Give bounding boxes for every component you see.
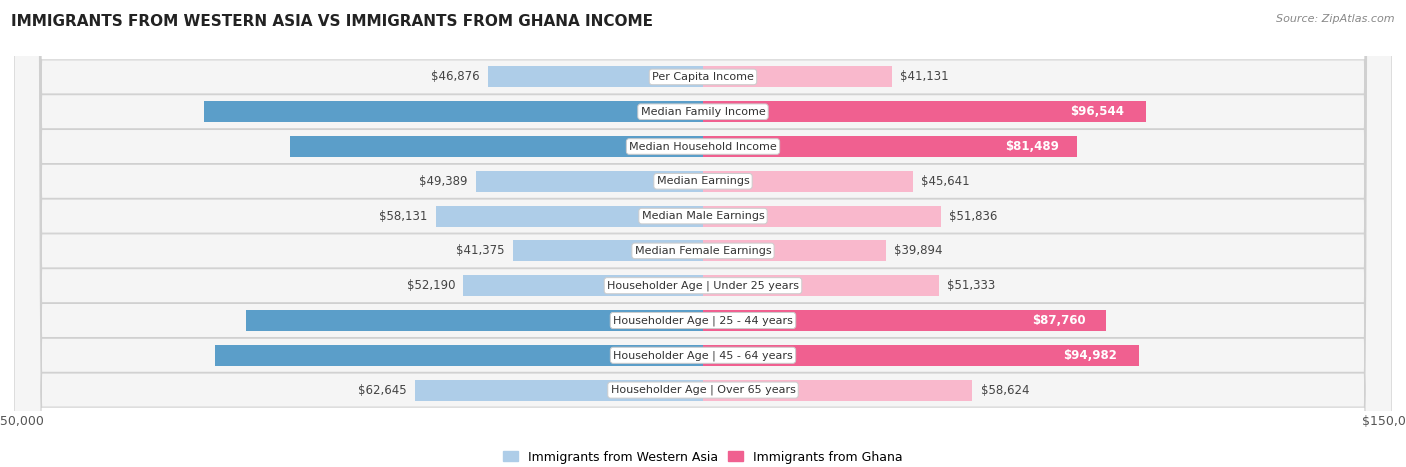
Text: $99,516: $99,516 [681, 314, 734, 327]
FancyBboxPatch shape [14, 0, 1392, 467]
Bar [703, 241, 886, 262]
Text: Householder Age | Over 65 years: Householder Age | Over 65 years [610, 385, 796, 396]
Text: $51,836: $51,836 [949, 210, 998, 223]
Bar [488, 66, 703, 87]
Text: $41,375: $41,375 [456, 244, 505, 257]
Bar [290, 136, 703, 157]
Text: $39,894: $39,894 [894, 244, 943, 257]
Bar [703, 345, 1139, 366]
Text: Householder Age | 25 - 44 years: Householder Age | 25 - 44 years [613, 315, 793, 326]
Bar [477, 171, 703, 192]
FancyBboxPatch shape [14, 0, 1392, 467]
Bar [703, 171, 912, 192]
FancyBboxPatch shape [14, 0, 1392, 467]
Text: Median Male Earnings: Median Male Earnings [641, 211, 765, 221]
Legend: Immigrants from Western Asia, Immigrants from Ghana: Immigrants from Western Asia, Immigrants… [498, 446, 908, 467]
Text: Median Family Income: Median Family Income [641, 107, 765, 117]
Bar [703, 136, 1077, 157]
FancyBboxPatch shape [14, 0, 1392, 467]
Bar [464, 275, 703, 296]
Text: $96,544: $96,544 [1070, 105, 1125, 118]
Text: $108,691: $108,691 [678, 105, 740, 118]
Bar [703, 101, 1146, 122]
Text: $52,190: $52,190 [406, 279, 456, 292]
Text: $87,760: $87,760 [1032, 314, 1085, 327]
Text: $46,876: $46,876 [430, 71, 479, 84]
Text: Householder Age | Under 25 years: Householder Age | Under 25 years [607, 281, 799, 291]
Text: Median Household Income: Median Household Income [628, 142, 778, 151]
FancyBboxPatch shape [14, 0, 1392, 467]
Bar [436, 205, 703, 226]
Text: $58,131: $58,131 [380, 210, 427, 223]
Text: $45,641: $45,641 [921, 175, 970, 188]
Bar [204, 101, 703, 122]
FancyBboxPatch shape [14, 0, 1392, 467]
Bar [513, 241, 703, 262]
FancyBboxPatch shape [14, 0, 1392, 467]
Text: Householder Age | 45 - 64 years: Householder Age | 45 - 64 years [613, 350, 793, 361]
Bar [415, 380, 703, 401]
FancyBboxPatch shape [14, 0, 1392, 467]
Text: $106,217: $106,217 [679, 349, 740, 362]
Bar [703, 275, 939, 296]
Text: $58,624: $58,624 [980, 383, 1029, 396]
FancyBboxPatch shape [14, 0, 1392, 467]
Bar [246, 310, 703, 331]
Text: $49,389: $49,389 [419, 175, 468, 188]
Text: $62,645: $62,645 [359, 383, 406, 396]
Bar [215, 345, 703, 366]
Text: Median Female Earnings: Median Female Earnings [634, 246, 772, 256]
Text: $90,005: $90,005 [682, 140, 735, 153]
FancyBboxPatch shape [14, 0, 1392, 467]
Text: $41,131: $41,131 [900, 71, 949, 84]
Text: $51,333: $51,333 [948, 279, 995, 292]
Text: $94,982: $94,982 [1063, 349, 1118, 362]
Text: Median Earnings: Median Earnings [657, 177, 749, 186]
Text: $81,489: $81,489 [1005, 140, 1059, 153]
Bar [703, 310, 1107, 331]
Text: Per Capita Income: Per Capita Income [652, 72, 754, 82]
Bar [703, 205, 941, 226]
Bar [703, 380, 973, 401]
Bar [703, 66, 891, 87]
Text: IMMIGRANTS FROM WESTERN ASIA VS IMMIGRANTS FROM GHANA INCOME: IMMIGRANTS FROM WESTERN ASIA VS IMMIGRAN… [11, 14, 654, 29]
Text: Source: ZipAtlas.com: Source: ZipAtlas.com [1277, 14, 1395, 24]
